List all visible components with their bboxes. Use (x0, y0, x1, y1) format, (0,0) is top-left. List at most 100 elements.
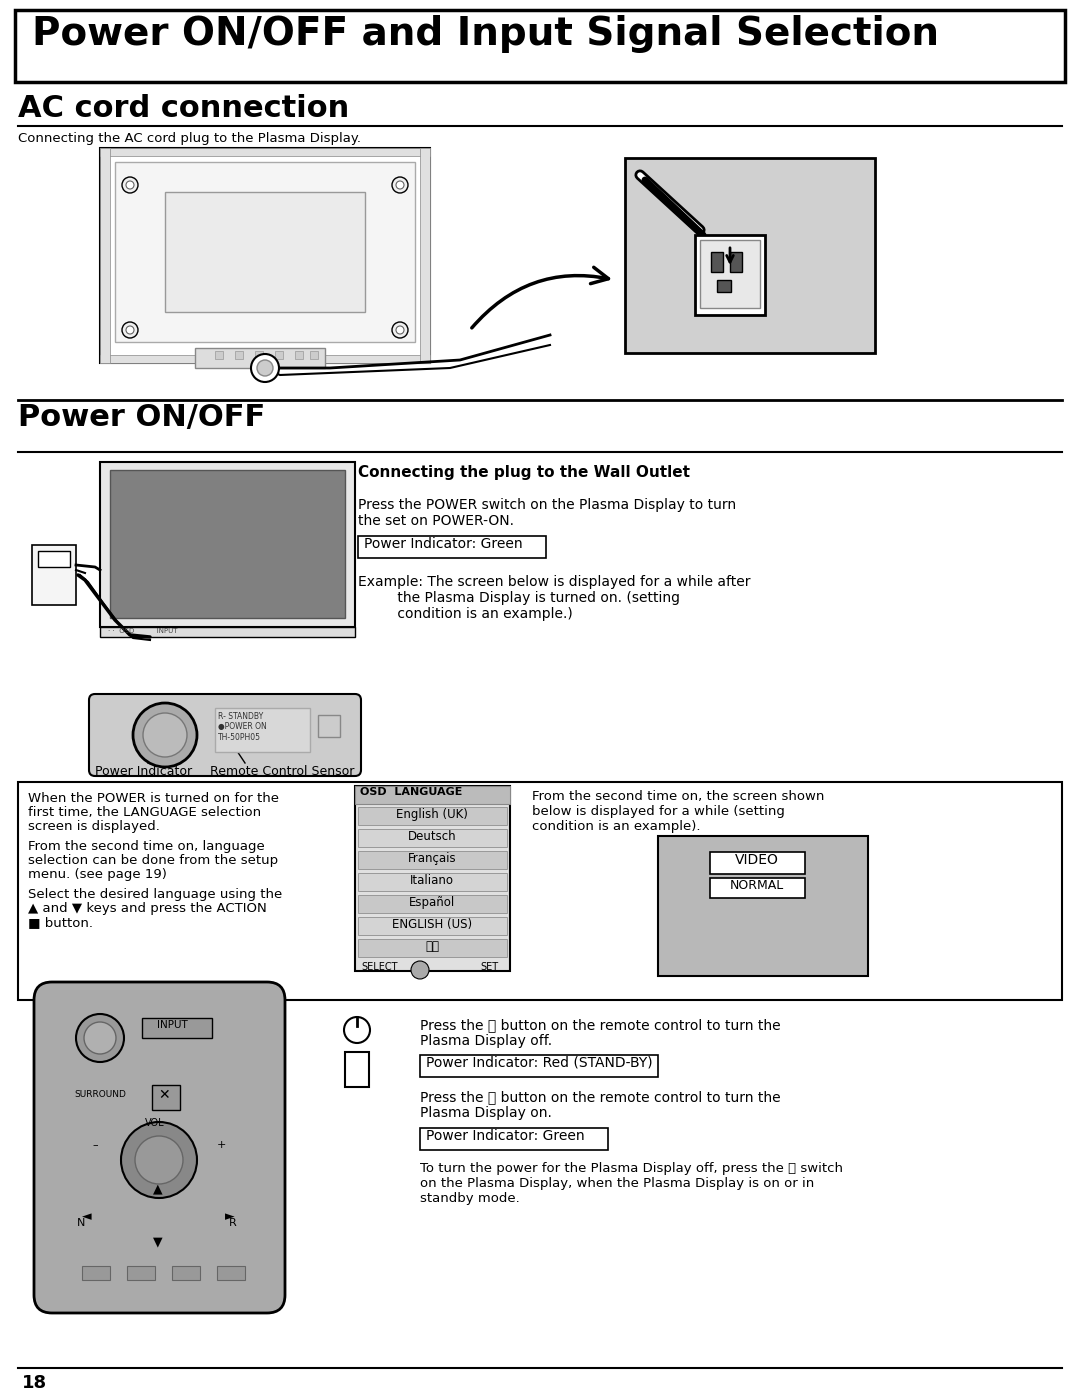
Bar (235, 351, 243, 359)
Text: ►: ► (225, 1210, 234, 1222)
Text: ENGLISH (US): ENGLISH (US) (392, 918, 472, 930)
Circle shape (251, 353, 279, 381)
Text: Power ON/OFF: Power ON/OFF (18, 402, 266, 432)
Text: English (UK): English (UK) (396, 807, 468, 821)
Text: 18: 18 (22, 1375, 48, 1391)
Bar (357, 536, 546, 557)
Text: ◄: ◄ (82, 1210, 92, 1222)
Bar (420, 148, 430, 363)
Circle shape (392, 177, 408, 193)
Bar (357, 807, 507, 826)
Bar (310, 351, 318, 359)
Bar (18, 782, 1062, 1000)
Text: screen is displayed.: screen is displayed. (28, 820, 160, 833)
Circle shape (396, 182, 404, 189)
Text: When the POWER is turned on for the: When the POWER is turned on for the (28, 792, 279, 805)
Bar (141, 1018, 212, 1038)
Bar (357, 851, 507, 869)
Bar (215, 708, 310, 752)
Bar (217, 1266, 245, 1280)
Text: Press the ⏻ button on the remote control to turn the
Plasma Display on.: Press the ⏻ button on the remote control… (420, 1090, 781, 1120)
Bar (710, 877, 805, 898)
Text: SURROUND: SURROUND (75, 1090, 126, 1099)
Bar (15, 10, 1065, 82)
Circle shape (396, 326, 404, 334)
Circle shape (76, 1014, 124, 1062)
Bar (100, 148, 430, 156)
Text: 中文: 中文 (426, 940, 438, 953)
Bar (710, 852, 805, 875)
Text: Press the POWER switch on the Plasma Display to turn
the set on POWER-ON.: Press the POWER switch on the Plasma Dis… (357, 497, 737, 528)
Bar (625, 158, 875, 353)
Text: Connecting the plug to the Wall Outlet: Connecting the plug to the Wall Outlet (357, 465, 690, 481)
Bar (357, 895, 507, 914)
Bar (100, 148, 110, 363)
Circle shape (84, 1023, 116, 1053)
Circle shape (411, 961, 429, 979)
Text: –: – (92, 1140, 97, 1150)
Text: ▲ and ▼ keys and press the ACTION: ▲ and ▼ keys and press the ACTION (28, 902, 267, 915)
Text: Ψ/I: Ψ/I (157, 728, 175, 738)
Text: N: N (77, 1218, 85, 1228)
Text: · ·  OSD          INPUT: · · OSD INPUT (108, 629, 177, 634)
Bar (420, 1127, 608, 1150)
Text: Example: The screen below is displayed for a while after
         the Plasma Dis: Example: The screen below is displayed f… (357, 576, 751, 622)
Bar (357, 916, 507, 935)
Bar (420, 1055, 658, 1077)
Bar (32, 545, 76, 605)
Bar (275, 351, 283, 359)
Text: INPUT: INPUT (157, 1020, 188, 1030)
Text: Press the ⏻ button on the remote control to turn the
Plasma Display off.: Press the ⏻ button on the remote control… (420, 1018, 781, 1048)
Text: From the second time on, the screen shown
below is displayed for a while (settin: From the second time on, the screen show… (532, 789, 824, 833)
FancyBboxPatch shape (33, 982, 285, 1313)
Bar (318, 715, 340, 738)
Text: Select the desired language using the: Select the desired language using the (28, 888, 282, 901)
Text: VOL: VOL (145, 1118, 164, 1127)
Text: SELECT: SELECT (361, 963, 397, 972)
Text: Remote Control Sensor: Remote Control Sensor (210, 766, 354, 778)
Text: Italiano: Italiano (410, 875, 454, 887)
Bar (38, 550, 70, 567)
Circle shape (126, 326, 134, 334)
Text: Deutsch: Deutsch (407, 830, 457, 842)
Bar (345, 1052, 369, 1087)
Bar (357, 939, 507, 957)
Text: NORMAL: NORMAL (730, 879, 784, 893)
Text: first time, the LANGUAGE selection: first time, the LANGUAGE selection (28, 806, 261, 819)
Bar (700, 240, 760, 307)
Bar (717, 279, 731, 292)
Text: ▲: ▲ (153, 1182, 163, 1194)
Bar (696, 235, 765, 314)
Text: To turn the power for the Plasma Display off, press the ⏻ switch
on the Plasma D: To turn the power for the Plasma Display… (420, 1162, 843, 1206)
Text: Ψ/I: Ψ/I (91, 1025, 109, 1037)
Bar (127, 1266, 156, 1280)
Circle shape (122, 321, 138, 338)
Circle shape (392, 321, 408, 338)
Bar (114, 162, 415, 342)
Bar (355, 787, 510, 971)
Text: Power Indicator: Green: Power Indicator: Green (364, 536, 523, 550)
Text: Connecting the AC cord plug to the Plasma Display.: Connecting the AC cord plug to the Plasm… (18, 131, 361, 145)
Bar (165, 191, 365, 312)
Bar (195, 348, 325, 367)
Bar (357, 873, 507, 891)
Text: ▼: ▼ (153, 1235, 163, 1248)
Bar (295, 351, 303, 359)
Circle shape (121, 1122, 197, 1199)
FancyBboxPatch shape (89, 694, 361, 775)
Circle shape (143, 712, 187, 757)
Text: From the second time on, language: From the second time on, language (28, 840, 265, 854)
Text: AC cord connection: AC cord connection (18, 94, 349, 123)
Bar (658, 835, 868, 977)
Bar (100, 355, 430, 363)
Text: ✕: ✕ (158, 1088, 170, 1102)
Text: R: R (229, 1218, 237, 1228)
Bar (355, 787, 510, 805)
Text: ■ button.: ■ button. (28, 916, 93, 929)
Bar (100, 462, 355, 627)
Circle shape (345, 1017, 370, 1044)
Circle shape (122, 177, 138, 193)
Bar (100, 148, 430, 363)
Text: Français: Français (407, 852, 457, 865)
Circle shape (257, 360, 273, 376)
